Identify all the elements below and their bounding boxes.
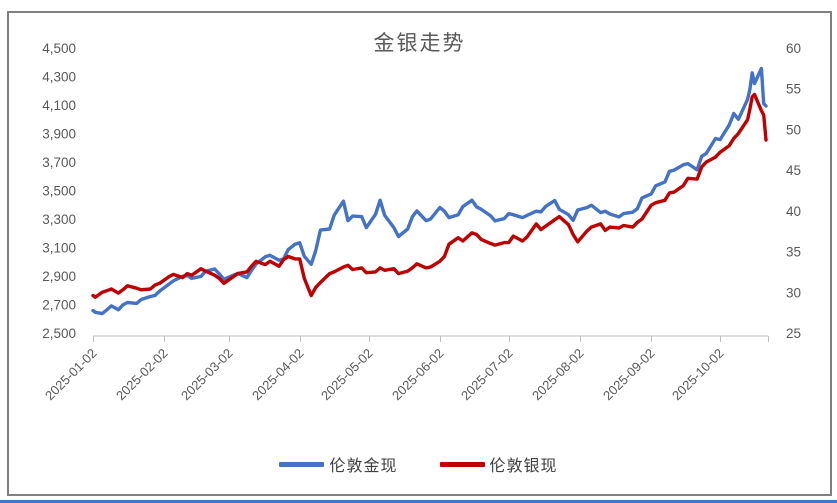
y-axis-left-tick-label: 4,100 [42,98,76,113]
y-axis-right-tick-label: 40 [786,204,801,219]
gold-series-swatch-icon [279,461,325,467]
y-axis-left-tick-label: 3,100 [42,241,76,256]
legend-item-gold[interactable]: 伦敦金现 [279,452,397,476]
y-axis-left-tick-label: 2,500 [42,326,76,341]
y-axis-right-tick-label: 55 [786,82,801,97]
silver-series-swatch-icon [439,461,485,467]
y-axis-right-tick-label: 25 [786,326,801,341]
x-axis-tick-label: 2025-03-02 [178,346,236,404]
legend-label-gold: 伦敦金现 [329,458,398,475]
x-axis-tick-label: 2025-08-02 [529,346,587,404]
y-axis-left-tick-label: 4,300 [42,70,76,85]
y-axis-left-tick-label: 2,900 [42,269,76,284]
x-axis-tick-label: 2025-01-02 [42,346,100,404]
y-axis-right-tick-label: 60 [786,41,801,56]
y-axis-left-tick-label: 4,500 [42,41,76,56]
y-axis-left-tick-label: 3,300 [42,212,76,227]
y-axis-left-tick-label: 3,700 [42,155,76,170]
chart-title[interactable]: 金银走势 [373,32,466,55]
x-axis-tick-label: 2025-09-02 [600,346,658,404]
x-axis-tick-label: 2025-10-02 [669,346,727,404]
chart-legend: 伦敦金现 伦敦银现 [0,452,837,476]
y-axis-right-tick-label: 50 [786,122,801,137]
y-axis-right-tick-label: 35 [786,245,801,260]
gold-series-line[interactable] [91,66,768,316]
chart-frame[interactable]: 金银走势 [7,11,832,496]
silver-series-line[interactable] [91,92,768,299]
legend-item-silver[interactable]: 伦敦银现 [439,452,558,476]
y-axis-left-tick-label: 3,500 [42,184,76,199]
x-axis-tick-label: 2025-04-02 [249,346,307,404]
window-edge-strip [0,500,837,503]
x-axis-tick-label: 2025-02-02 [113,346,171,404]
y-axis-right-tick-label: 30 [786,285,801,300]
y-axis-left-tick-label: 2,700 [42,298,76,313]
x-axis-tick-label: 2025-05-02 [318,346,376,404]
y-axis-left-tick-label: 3,900 [42,127,76,142]
y-axis-right-tick-label: 45 [786,163,801,178]
x-axis-tick-label: 2025-07-02 [458,346,516,404]
legend-label-silver: 伦敦银现 [489,458,558,475]
x-axis-tick-label: 2025-06-02 [389,346,447,404]
